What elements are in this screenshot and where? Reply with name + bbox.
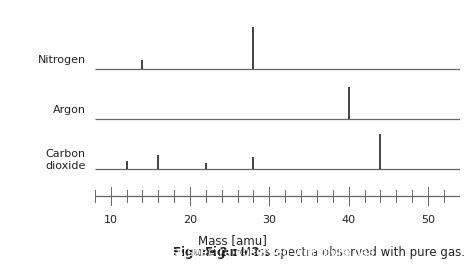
Text: 30: 30 <box>262 215 276 225</box>
Text: Argon: Argon <box>53 105 86 115</box>
Text: Figure 2 : Mass spectra observed with pure gas.: Figure 2 : Mass spectra observed with pu… <box>95 246 379 259</box>
Text: Figure 2 :: Figure 2 : <box>173 246 237 259</box>
Text: Mass [amu]: Mass [amu] <box>198 234 267 247</box>
Text: Nitrogen: Nitrogen <box>37 55 86 65</box>
Text: 10: 10 <box>104 215 118 225</box>
Text: 40: 40 <box>342 215 356 225</box>
Text: Mass spectra observed with pure gas.: Mass spectra observed with pure gas. <box>237 246 465 259</box>
Text: 20: 20 <box>183 215 197 225</box>
Text: 50: 50 <box>421 215 435 225</box>
Text: Carbon
dioxide: Carbon dioxide <box>46 149 86 171</box>
Text: Figure 2 :: Figure 2 : <box>205 246 269 259</box>
